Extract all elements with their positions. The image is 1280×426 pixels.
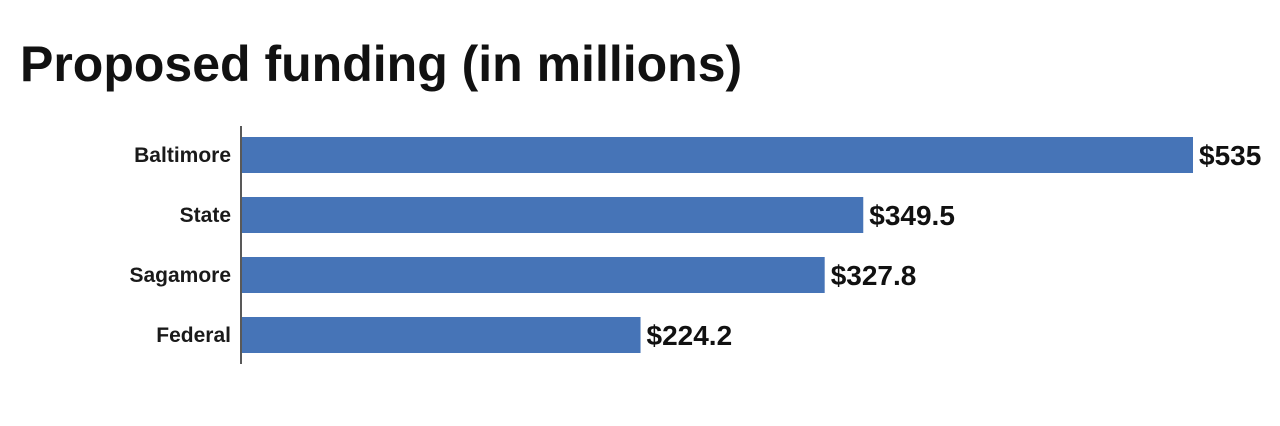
bars-group: Baltimore $535 State $349.5 Sagamore $327.8 Fe… [129,137,1261,353]
chart-title: Proposed funding (in millions) [20,36,743,92]
value-label-state: $349.5 [869,200,955,231]
bar-baltimore [242,137,1193,173]
category-label-baltimore: Baltimore [134,144,231,167]
bar-sagamore [242,257,825,293]
category-label-state: State [180,204,231,227]
category-label-sagamore: Sagamore [129,264,231,287]
bar-state [242,197,864,233]
bar-federal [242,317,641,353]
value-label-baltimore: $535 [1199,140,1261,171]
category-label-federal: Federal [156,324,231,347]
value-label-federal: $224.2 [647,320,733,351]
value-label-sagamore: $327.8 [831,260,917,291]
